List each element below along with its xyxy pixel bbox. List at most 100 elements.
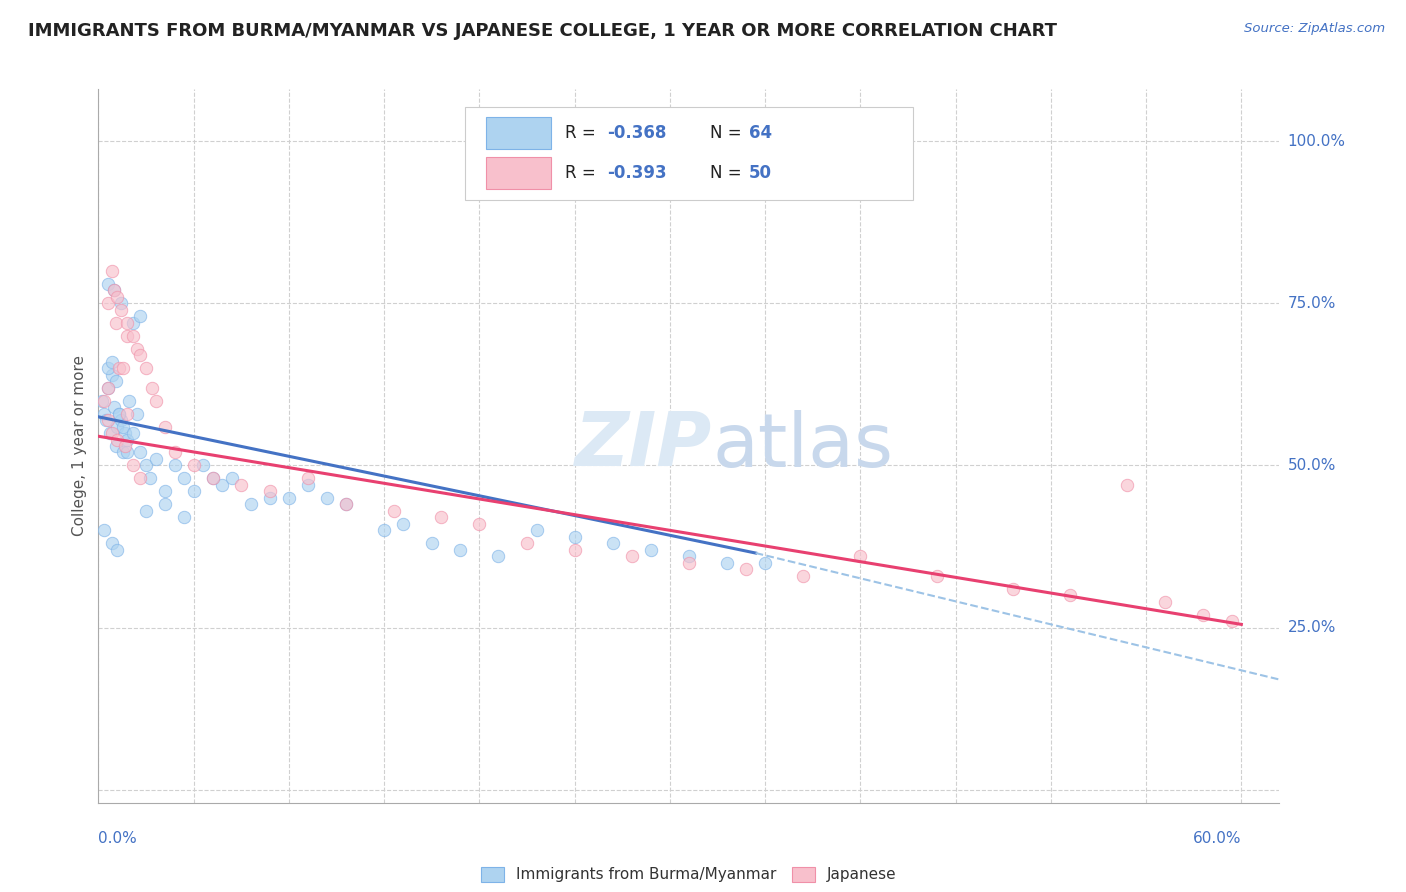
Y-axis label: College, 1 year or more: College, 1 year or more [72,356,87,536]
Point [112,419,135,434]
Point [115,445,138,459]
Point [129,445,152,459]
Text: N =: N = [710,124,747,142]
Point [125,342,148,356]
Point [135,361,157,376]
Point [121,328,143,343]
Point [110,302,132,317]
Point [112,445,135,459]
Text: 60.0%: 60.0% [1194,831,1241,847]
Text: 100.0%: 100.0% [1288,134,1346,149]
Point [121,316,143,330]
Point [1192,607,1215,622]
Point [114,425,136,440]
Point [93,524,115,538]
Point [135,504,157,518]
FancyBboxPatch shape [486,117,551,149]
Point [121,458,143,473]
Text: R =: R = [565,164,600,182]
Point [104,439,127,453]
Text: 50: 50 [749,164,772,182]
Point [1220,614,1243,628]
Point [112,361,135,376]
Point [1059,588,1081,602]
Point [754,556,776,570]
Point [110,413,132,427]
Point [335,497,357,511]
Point [93,407,115,421]
Point [297,471,319,485]
Point [139,471,162,485]
Point [373,524,395,538]
Point [183,484,205,499]
Point [100,368,122,382]
Point [382,504,405,518]
Text: IMMIGRANTS FROM BURMA/MYANMAR VS JAPANESE COLLEGE, 1 YEAR OR MORE CORRELATION CH: IMMIGRANTS FROM BURMA/MYANMAR VS JAPANES… [28,22,1057,40]
Point [107,419,129,434]
Legend: Immigrants from Burma/Myanmar, Japanese: Immigrants from Burma/Myanmar, Japanese [475,861,903,888]
Text: ZIP: ZIP [575,409,713,483]
Point [114,439,136,453]
Point [201,471,224,485]
Point [125,407,148,421]
Point [104,316,127,330]
Point [103,283,125,297]
Point [163,458,186,473]
Point [297,478,319,492]
Point [129,471,152,485]
Point [145,393,167,408]
Point [108,361,131,376]
Text: 75.0%: 75.0% [1288,296,1336,310]
Text: atlas: atlas [713,409,894,483]
Point [100,536,122,550]
Point [239,497,262,511]
Point [430,510,453,524]
Point [110,296,132,310]
Point [1154,595,1177,609]
Point [449,542,471,557]
Point [640,542,662,557]
Point [153,484,176,499]
Point [100,425,122,440]
Point [277,491,299,505]
Text: -0.393: -0.393 [607,164,666,182]
Point [163,445,186,459]
Point [231,478,253,492]
Point [716,556,738,570]
Point [259,491,281,505]
Point [98,425,121,440]
Point [193,458,215,473]
Point [97,277,120,291]
Point [108,407,131,421]
Point [118,393,141,408]
Point [201,471,224,485]
Point [173,471,195,485]
Point [107,290,129,304]
Point [107,542,129,557]
Point [735,562,758,576]
Point [141,381,163,395]
Text: -0.368: -0.368 [607,124,666,142]
Point [103,400,125,414]
Point [678,556,700,570]
Point [135,458,157,473]
Point [516,536,538,550]
Point [121,425,143,440]
Point [925,568,948,582]
Point [153,497,176,511]
Point [97,361,120,376]
Point [115,316,138,330]
Point [488,549,510,564]
Text: 64: 64 [749,124,772,142]
Point [335,497,357,511]
Point [526,524,548,538]
Point [94,413,117,427]
Point [849,549,872,564]
Point [104,374,127,388]
Point [129,310,152,324]
Point [103,283,125,297]
Point [100,354,122,368]
Point [108,407,131,421]
Text: R =: R = [565,124,600,142]
Point [1001,582,1024,596]
